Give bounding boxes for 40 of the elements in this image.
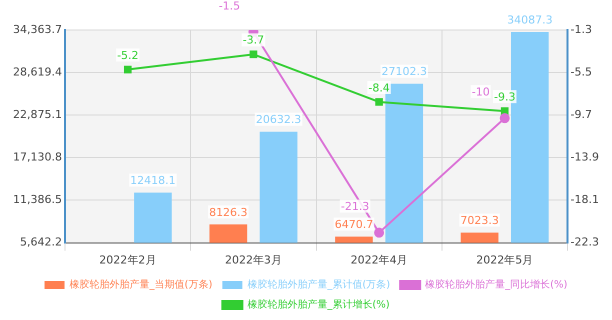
- y2-tick-label: -1.3: [570, 22, 592, 36]
- y2-tick-label: -18.1: [570, 193, 600, 206]
- data-label: 8126.3: [209, 206, 248, 219]
- data-label: 27102.3: [381, 65, 427, 78]
- legend-label: 橡胶轮胎外胎产量_累计增长(%): [247, 298, 390, 311]
- y2-tick-label: -13.9: [570, 150, 600, 164]
- y-tick-label: 5,642.2: [20, 236, 62, 249]
- y2-tick-label: -5.5: [570, 65, 592, 78]
- y2-tick-label: -22.3: [570, 236, 600, 249]
- legend-label: 橡胶轮胎外胎产量_当期值(万条): [70, 278, 212, 291]
- data-label: 7023.3: [460, 214, 499, 227]
- y-tick-label: 34,363.7: [13, 22, 62, 36]
- x-tick-label: 2022年2月: [99, 253, 156, 266]
- point: [500, 113, 510, 124]
- legend-label: 橡胶轮胎外胎产量_同比增长(%): [425, 278, 568, 291]
- data-label: 20632.3: [256, 113, 302, 126]
- point: [250, 50, 258, 58]
- data-label: -5.2: [117, 48, 139, 62]
- x-tick-label: 2022年4月: [350, 253, 408, 266]
- data-label: -9.3: [494, 90, 516, 104]
- data-label: -10: [472, 86, 490, 99]
- data-label: 34087.3: [507, 13, 553, 26]
- data-label: -8.4: [368, 81, 390, 94]
- data-label: 6470.7: [334, 218, 374, 232]
- point: [374, 228, 384, 238]
- x-tick-label: 2022年3月: [224, 253, 282, 266]
- point: [375, 98, 383, 106]
- data-label: 12418.1: [130, 174, 176, 187]
- y-tick-label: 28,619.4: [13, 65, 62, 78]
- y-tick-label: 22,875.1: [13, 108, 62, 121]
- data-label: -1.5: [218, 0, 240, 12]
- data-label: -21.3: [340, 200, 370, 214]
- point: [500, 107, 509, 115]
- y-tick-label: 17,130.8: [13, 150, 62, 164]
- y2-tick-label: -9.7: [570, 108, 592, 121]
- legend-label: 橡胶轮胎外胎产量_累计值(万条): [247, 278, 390, 291]
- y-tick-label: 11,386.5: [13, 193, 62, 206]
- x-tick-label: 2022年5月: [476, 253, 534, 266]
- data-label: -3.7: [242, 34, 264, 47]
- point: [124, 66, 132, 74]
